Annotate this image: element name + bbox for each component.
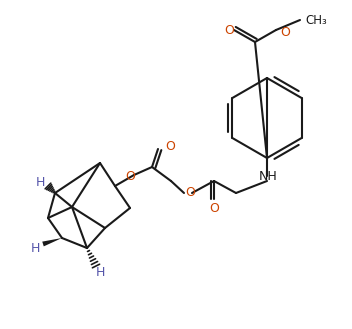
Polygon shape <box>42 238 62 246</box>
Text: H: H <box>30 241 40 255</box>
Text: H: H <box>35 175 45 189</box>
Text: O: O <box>209 203 219 215</box>
Text: O: O <box>185 187 195 199</box>
Text: H: H <box>95 266 105 279</box>
Text: O: O <box>165 140 175 154</box>
Text: CH₃: CH₃ <box>305 13 327 27</box>
Text: NH: NH <box>259 170 277 184</box>
Text: O: O <box>224 23 234 37</box>
Text: O: O <box>280 27 290 39</box>
Text: O: O <box>125 170 135 184</box>
